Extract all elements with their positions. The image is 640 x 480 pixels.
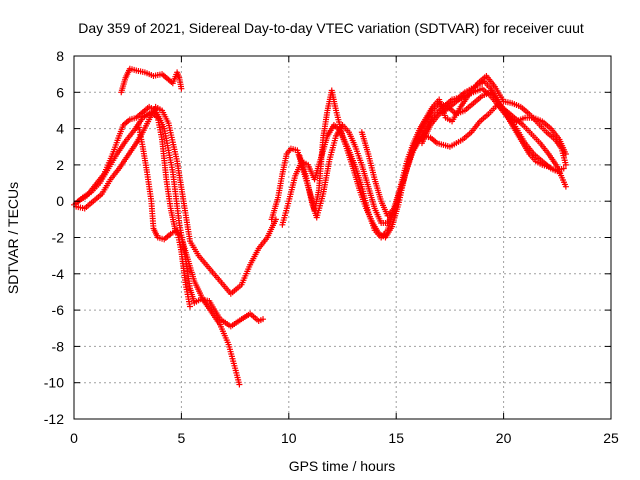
- data-point: [260, 316, 267, 323]
- series-arc-3: [73, 103, 279, 297]
- y-tick-label: -10: [44, 375, 64, 391]
- data-point: [556, 169, 563, 176]
- x-axis-label: GPS time / hours: [289, 458, 396, 474]
- x-tick-label: 0: [70, 430, 78, 446]
- y-tick-label: 0: [56, 193, 64, 209]
- y-tick-label: -2: [52, 230, 65, 246]
- data-point: [178, 85, 185, 92]
- y-tick-label: -4: [52, 266, 65, 282]
- y-tick-label: -8: [52, 338, 65, 354]
- x-tick-label: 20: [496, 430, 512, 446]
- x-tick-label: 10: [281, 430, 297, 446]
- y-axis-label: SDTVAR / TECUs: [5, 182, 21, 294]
- data-point: [236, 381, 243, 388]
- y-tick-label: 4: [56, 121, 64, 137]
- data-point: [560, 165, 567, 172]
- data-series: [71, 65, 569, 388]
- series-arc-4: [118, 65, 185, 96]
- y-tick-label: 2: [56, 157, 64, 173]
- data-point: [186, 303, 193, 310]
- data-point: [562, 151, 569, 158]
- series-arc-10: [418, 85, 569, 158]
- y-tick-label: -6: [52, 302, 65, 318]
- data-point: [562, 161, 569, 168]
- y-tick-label: -12: [44, 411, 64, 427]
- x-tick-label: 15: [388, 430, 404, 446]
- series-arc-8: [296, 78, 567, 226]
- y-tick-label: 8: [56, 48, 64, 64]
- x-tick-label: 25: [603, 430, 619, 446]
- x-tick-label: 5: [178, 430, 186, 446]
- series-arc-5: [135, 121, 193, 310]
- series-arc-7: [279, 102, 569, 241]
- data-point: [562, 183, 569, 190]
- series-arc-2: [75, 103, 267, 330]
- series-arc-1: [71, 109, 243, 388]
- chart-title: Day 359 of 2021, Sidereal Day-to-day VTE…: [78, 20, 584, 36]
- y-tick-label: 6: [56, 84, 64, 100]
